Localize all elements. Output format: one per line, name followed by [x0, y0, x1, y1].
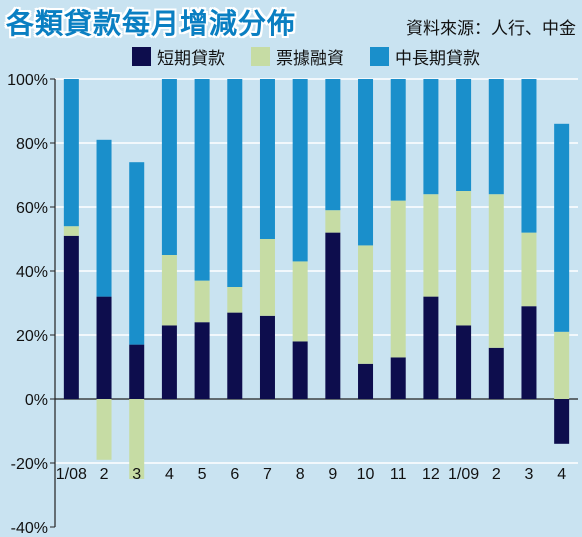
- legend-label-bill-financing: 票據融資: [276, 49, 344, 69]
- bar-segment-long-term: [456, 79, 472, 191]
- bar-segment-long-term: [194, 79, 210, 281]
- x-tick-label: 2: [100, 466, 109, 483]
- bar-segment-long-term: [96, 139, 112, 297]
- bar-segment-long-term: [488, 79, 504, 195]
- bar-segment-short-term: [129, 344, 145, 399]
- bar-segment-long-term: [521, 79, 537, 233]
- chart-title: 各類貸款每月增減分佈: [6, 7, 297, 40]
- bar-segment-long-term: [227, 79, 243, 287]
- x-tick-label: 9: [328, 466, 337, 483]
- x-tick-label: 12: [422, 466, 440, 483]
- y-tick-label: 40%: [16, 264, 48, 281]
- bar-segment-short-term: [390, 357, 406, 399]
- bar-segment-short-term: [63, 235, 79, 399]
- bar-segment-bill-financing: [390, 200, 406, 358]
- bar-segment-bill-financing: [488, 194, 504, 348]
- bar-segment-long-term: [390, 79, 406, 201]
- legend: 短期貸款 票據融資 中長期貸款: [132, 44, 480, 69]
- bar-segment-bill-financing: [521, 232, 537, 307]
- x-tick-label: 3: [525, 466, 534, 483]
- bar-segment-long-term: [161, 79, 177, 255]
- bar-segment-short-term: [358, 363, 374, 399]
- y-tick-label: -20%: [11, 456, 48, 473]
- bar-segment-long-term: [259, 79, 275, 239]
- bar-segment-bill-financing: [358, 245, 374, 364]
- bar-segment-long-term: [292, 79, 308, 262]
- bar-segment-short-term: [259, 315, 275, 399]
- legend-swatch-long-term: [370, 47, 389, 66]
- x-tick-label: 3: [132, 466, 141, 483]
- y-tick-label: -40%: [11, 520, 48, 537]
- bar-segment-long-term: [325, 79, 341, 211]
- x-tick-label: 2: [492, 466, 501, 483]
- legend-item-bill-financing: 票據融資: [251, 44, 344, 69]
- x-tick-label: 10: [357, 466, 375, 483]
- bar-segment-bill-financing: [259, 239, 275, 316]
- x-tick-label: 7: [263, 466, 272, 483]
- bar-segment-bill-financing: [292, 261, 308, 342]
- x-tick-label: 6: [230, 466, 239, 483]
- bar-segment-bill-financing: [161, 255, 177, 326]
- legend-item-short-term: 短期貸款: [132, 44, 225, 69]
- bar-segment-bill-financing: [194, 280, 210, 323]
- legend-label-short-term: 短期貸款: [157, 49, 225, 69]
- bar-segment-bill-financing: [456, 191, 472, 326]
- bar-segment-short-term: [456, 325, 472, 399]
- legend-swatch-bill-financing: [251, 47, 270, 66]
- bar-segment-short-term: [96, 296, 112, 399]
- y-tick-label: 100%: [7, 72, 48, 89]
- bar-segment-short-term: [292, 341, 308, 399]
- legend-label-long-term: 中長期貸款: [395, 49, 480, 69]
- x-tick-label: 1/08: [56, 466, 87, 483]
- bar-segment-long-term: [358, 79, 374, 246]
- y-tick-label: 60%: [16, 200, 48, 217]
- source-note: 資料來源：人行、中金: [406, 19, 576, 39]
- bar-segment-bill-financing: [63, 226, 79, 236]
- bar-segment-short-term: [554, 399, 570, 444]
- bar-segment-long-term: [129, 162, 145, 345]
- bar-segment-short-term: [194, 322, 210, 399]
- bar-segment-short-term: [488, 347, 504, 399]
- x-tick-label: 4: [165, 466, 174, 483]
- bar-segment-short-term: [325, 232, 341, 399]
- y-tick-label: 20%: [16, 328, 48, 345]
- bar-segment-long-term: [63, 79, 79, 227]
- bar-segment-short-term: [521, 306, 537, 399]
- y-tick-label: 80%: [16, 136, 48, 153]
- bar-segment-bill-financing: [129, 399, 145, 479]
- bar-segment-short-term: [161, 325, 177, 399]
- x-tick-label: 4: [557, 466, 566, 483]
- bar-segment-short-term: [227, 312, 243, 399]
- bar-segment-bill-financing: [325, 210, 341, 233]
- bar-segment-short-term: [423, 296, 439, 399]
- bar-segment-long-term: [423, 79, 439, 195]
- legend-swatch-short-term: [132, 47, 151, 66]
- x-tick-label: 8: [296, 466, 305, 483]
- bar-segment-bill-financing: [423, 194, 439, 297]
- x-tick-label: 1/09: [448, 466, 479, 483]
- bar-segment-long-term: [554, 123, 570, 332]
- bar-segment-bill-financing: [227, 287, 243, 313]
- bar-segment-bill-financing: [554, 331, 570, 399]
- x-tick-label: 11: [390, 466, 407, 483]
- y-tick-label: 0%: [25, 392, 48, 409]
- legend-item-long-term: 中長期貸款: [370, 44, 480, 69]
- bar-segment-bill-financing: [96, 399, 112, 460]
- x-tick-label: 5: [198, 466, 207, 483]
